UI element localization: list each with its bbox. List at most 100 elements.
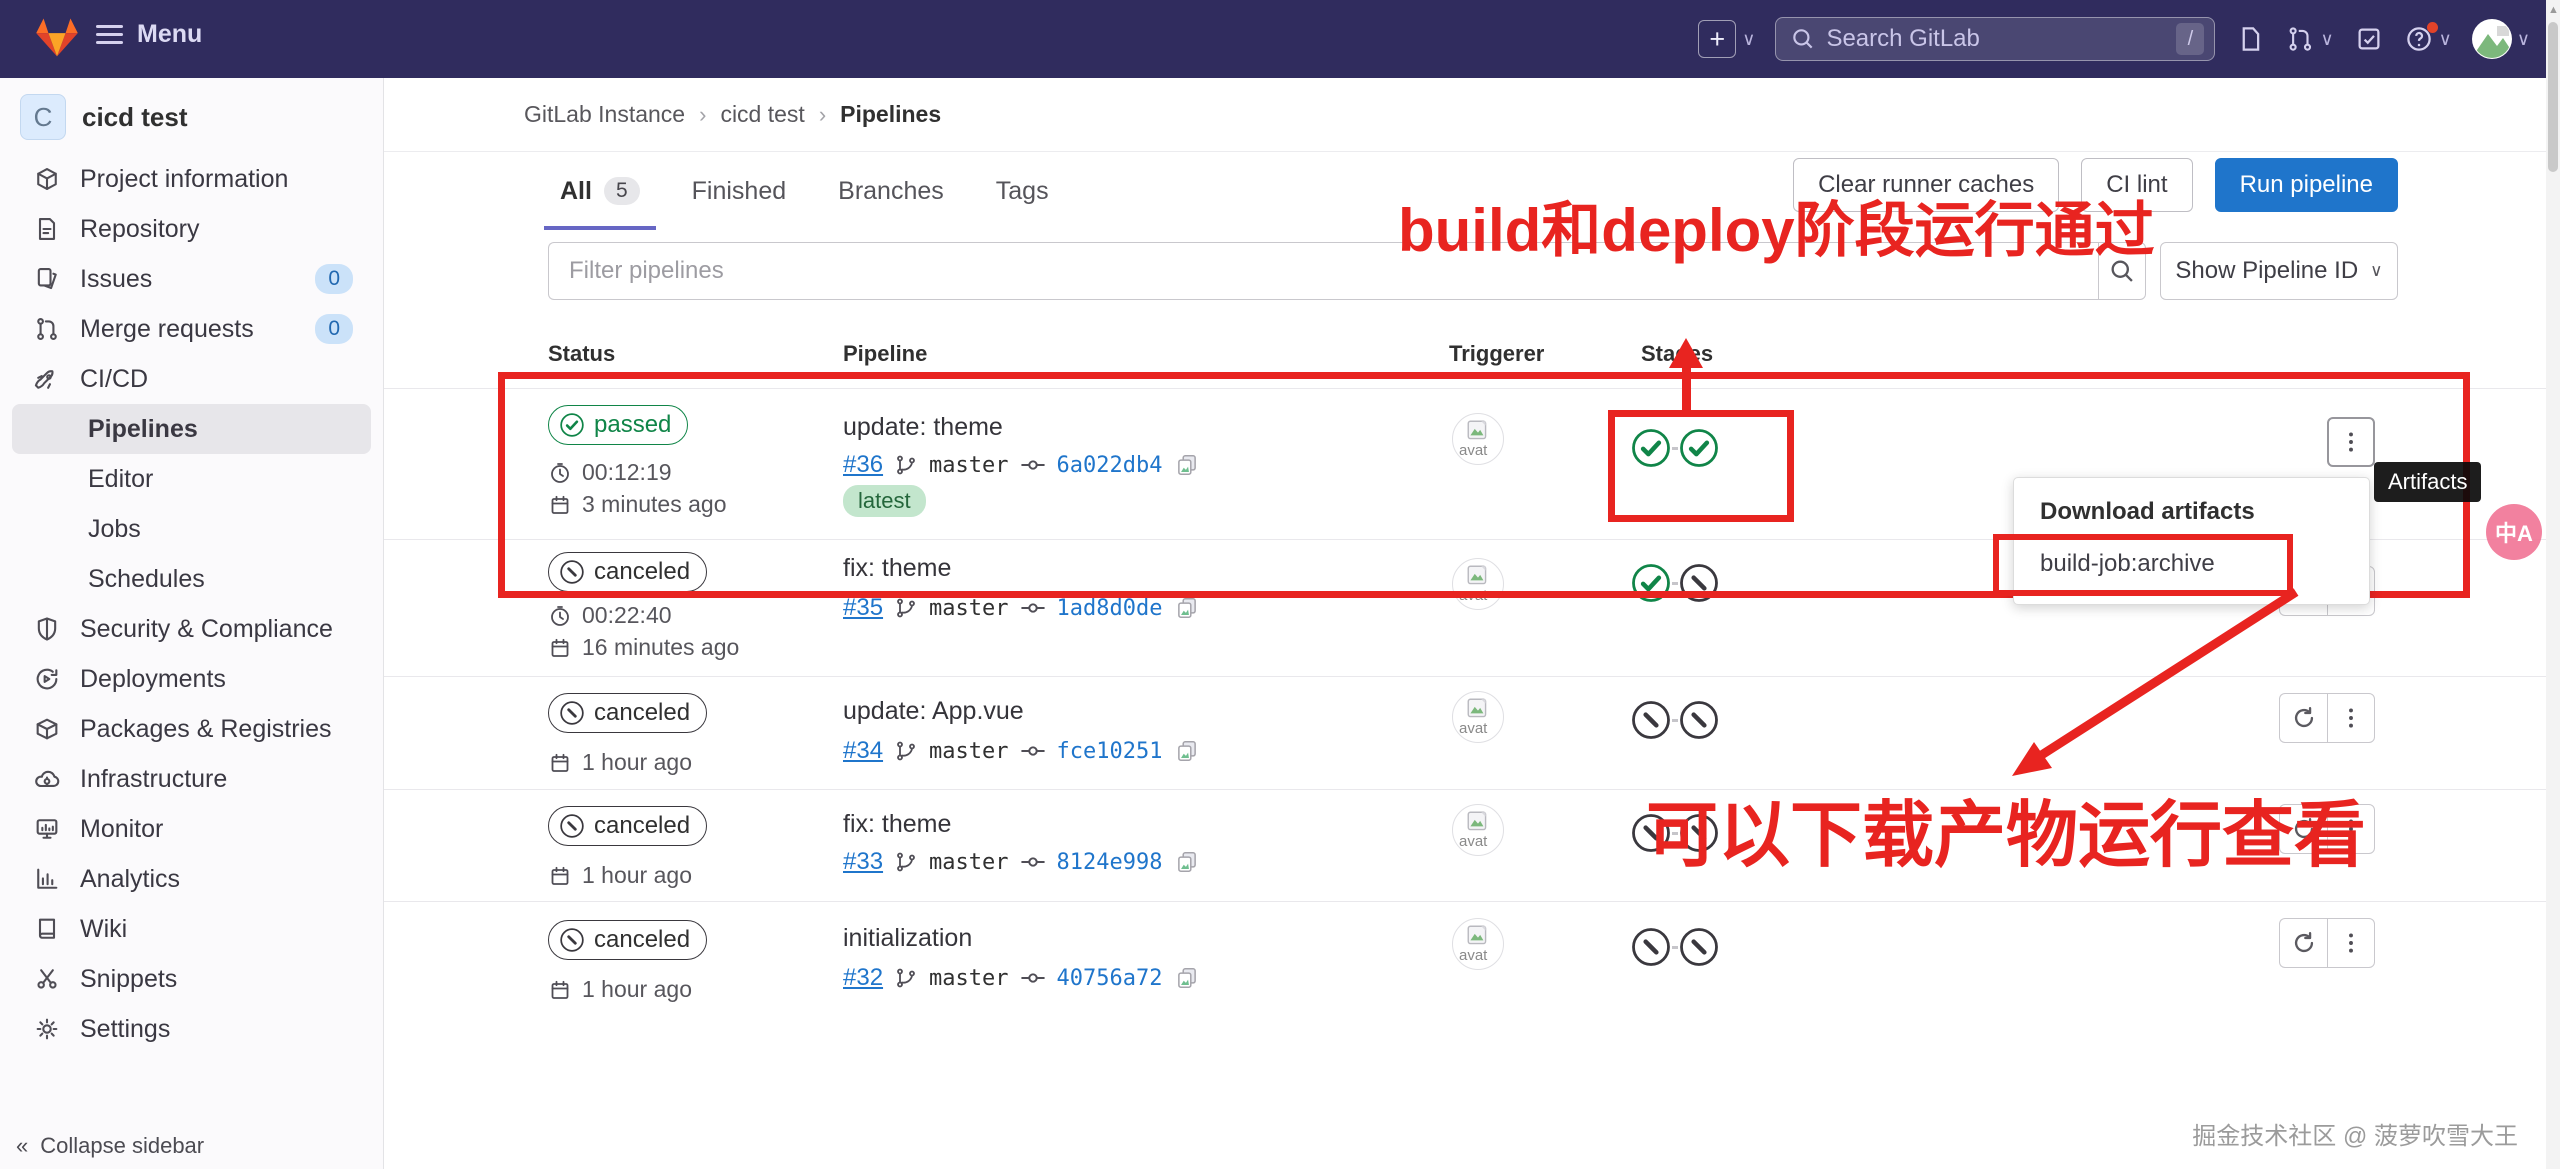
pipeline-title[interactable]: update: App.vue [843, 697, 1024, 725]
sidebar-item-schedules[interactable]: Schedules [0, 554, 383, 604]
show-pipeline-id-dropdown[interactable]: Show Pipeline ID ∨ [2160, 242, 2398, 300]
translate-extension-button[interactable]: 中A [2486, 504, 2542, 560]
row-actions [2279, 693, 2375, 743]
copy-commit-icon[interactable] [1174, 595, 1200, 621]
stage-passed-icon[interactable] [1630, 427, 1672, 469]
pipeline-title[interactable]: initialization [843, 924, 973, 952]
help-nav-button[interactable]: ∨ [2404, 22, 2452, 54]
pipeline-id-link[interactable]: #36 [843, 451, 884, 478]
commit-sha-link[interactable]: 8124e998 [1056, 849, 1163, 875]
stage-canceled-icon[interactable] [1678, 926, 1720, 968]
pipeline-kebab-menu-button[interactable] [2327, 693, 2375, 743]
pipeline-kebab-menu-button[interactable] [2327, 918, 2375, 968]
status-badge[interactable]: canceled [548, 806, 708, 846]
commit-sha-link[interactable]: 1ad8d0de [1056, 595, 1163, 621]
pipeline-kebab-menu-button[interactable] [2327, 804, 2375, 854]
triggerer-avatar[interactable]: avat [1452, 691, 1504, 743]
retry-pipeline-button[interactable] [2279, 804, 2327, 854]
scrollbar-thumb[interactable] [2548, 22, 2558, 172]
branch-name[interactable]: master [929, 452, 1009, 478]
collapse-sidebar-button[interactable]: « Collapse sidebar [16, 1133, 205, 1158]
merge-requests-nav-button[interactable]: ∨ [2285, 24, 2334, 54]
triggerer-avatar[interactable]: avat [1452, 558, 1504, 610]
new-item-dropdown[interactable]: + ∨ [1698, 20, 1755, 58]
copy-commit-icon[interactable] [1174, 965, 1200, 991]
copy-commit-icon[interactable] [1174, 452, 1200, 478]
pipeline-kebab-menu-button[interactable] [2327, 417, 2375, 467]
user-menu[interactable]: ∨ [2471, 19, 2530, 59]
status-badge[interactable]: canceled [548, 552, 708, 592]
retry-pipeline-button[interactable] [2279, 918, 2327, 968]
stage-canceled-icon[interactable] [1630, 699, 1672, 741]
page-scrollbar[interactable]: ▲ [2546, 0, 2560, 1169]
sidebar-item-deployments[interactable]: Deployments [0, 654, 383, 704]
search-input[interactable] [1826, 25, 2167, 53]
tab-all[interactable]: All 5 [534, 152, 666, 230]
clear-runner-caches-button[interactable]: Clear runner caches [1793, 158, 2060, 212]
tab-branches[interactable]: Branches [838, 176, 944, 205]
sidebar-item-issues[interactable]: Issues 0 [0, 254, 383, 304]
copy-commit-icon[interactable] [1174, 849, 1200, 875]
triggerer-avatar[interactable]: avat [1452, 918, 1504, 970]
breadcrumb-item[interactable]: GitLab Instance [524, 101, 686, 127]
sidebar-item-wiki[interactable]: Wiki [0, 904, 383, 954]
branch-name[interactable]: master [929, 849, 1009, 875]
triggerer-avatar[interactable]: avat [1452, 413, 1504, 465]
pipeline-title[interactable]: fix: theme [843, 554, 952, 582]
status-badge[interactable]: passed [548, 405, 689, 445]
sidebar-item-monitor[interactable]: Monitor [0, 804, 383, 854]
stage-passed-icon[interactable] [1678, 427, 1720, 469]
sidebar-item-ci-cd[interactable]: CI/CD [0, 354, 383, 404]
sidebar-item-infrastructure[interactable]: Infrastructure [0, 754, 383, 804]
sidebar-item-merge-requests[interactable]: Merge requests 0 [0, 304, 383, 354]
sidebar-item-editor[interactable]: Editor [0, 454, 383, 504]
branch-name[interactable]: master [929, 595, 1009, 621]
issues-nav-button[interactable] [2235, 24, 2265, 54]
filter-pipelines-input[interactable] [548, 242, 2098, 300]
sidebar-item-packages-registries[interactable]: Packages & Registries [0, 704, 383, 754]
branch-name[interactable]: master [929, 965, 1009, 991]
ci-lint-button[interactable]: CI lint [2081, 158, 2193, 212]
pipeline-id-link[interactable]: #34 [843, 737, 884, 764]
sidebar-item-project-information[interactable]: Project information [0, 154, 383, 204]
gitlab-logo-icon[interactable] [34, 16, 80, 60]
triggerer-avatar[interactable]: avat [1452, 804, 1504, 856]
breadcrumb-item[interactable]: cicd test [720, 101, 805, 127]
stage-passed-icon[interactable] [1630, 562, 1672, 604]
sidebar-item-snippets[interactable]: Snippets [0, 954, 383, 1004]
commit-sha-link[interactable]: 6a022db4 [1056, 452, 1163, 478]
stage-canceled-icon[interactable] [1630, 812, 1672, 854]
stage-canceled-icon[interactable] [1678, 562, 1720, 604]
pipeline-id-link[interactable]: #35 [843, 594, 884, 621]
sidebar-item-analytics[interactable]: Analytics [0, 854, 383, 904]
sidebar-item-pipelines[interactable]: Pipelines [12, 404, 371, 454]
sidebar-item-security-compliance[interactable]: Security & Compliance [0, 604, 383, 654]
commit-sha-link[interactable]: fce10251 [1056, 738, 1163, 764]
pipeline-id-link[interactable]: #32 [843, 964, 884, 991]
tab-tags[interactable]: Tags [995, 176, 1049, 205]
filter-search-button[interactable] [2098, 242, 2146, 300]
stage-canceled-icon[interactable] [1678, 699, 1720, 741]
status-badge[interactable]: canceled [548, 693, 708, 733]
status-badge[interactable]: canceled [548, 920, 708, 960]
sidebar-item-jobs[interactable]: Jobs [0, 504, 383, 554]
pipeline-title[interactable]: fix: theme [843, 810, 952, 838]
pipeline-title[interactable]: update: theme [843, 413, 1003, 441]
project-header[interactable]: C cicd test [0, 78, 383, 154]
pipeline-id-link[interactable]: #33 [843, 848, 884, 875]
stage-canceled-icon[interactable] [1630, 926, 1672, 968]
sidebar-item-settings[interactable]: Settings [0, 1004, 383, 1054]
dropdown-item-build-job-archive[interactable]: build-job:archive [2040, 550, 2215, 577]
todos-nav-button[interactable] [2354, 24, 2384, 54]
stage-canceled-icon[interactable] [1678, 812, 1720, 854]
copy-commit-icon[interactable] [1174, 738, 1200, 764]
global-search[interactable]: / [1775, 17, 2216, 61]
tab-finished[interactable]: Finished [691, 176, 787, 205]
menu-button[interactable]: Menu [96, 20, 202, 49]
branch-name[interactable]: master [929, 738, 1009, 764]
retry-pipeline-button[interactable] [2279, 693, 2327, 743]
scrollbar-up-arrow[interactable]: ▲ [2548, 4, 2559, 16]
run-pipeline-button[interactable]: Run pipeline [2214, 158, 2398, 212]
commit-sha-link[interactable]: 40756a72 [1056, 965, 1163, 991]
sidebar-item-repository[interactable]: Repository [0, 204, 383, 254]
